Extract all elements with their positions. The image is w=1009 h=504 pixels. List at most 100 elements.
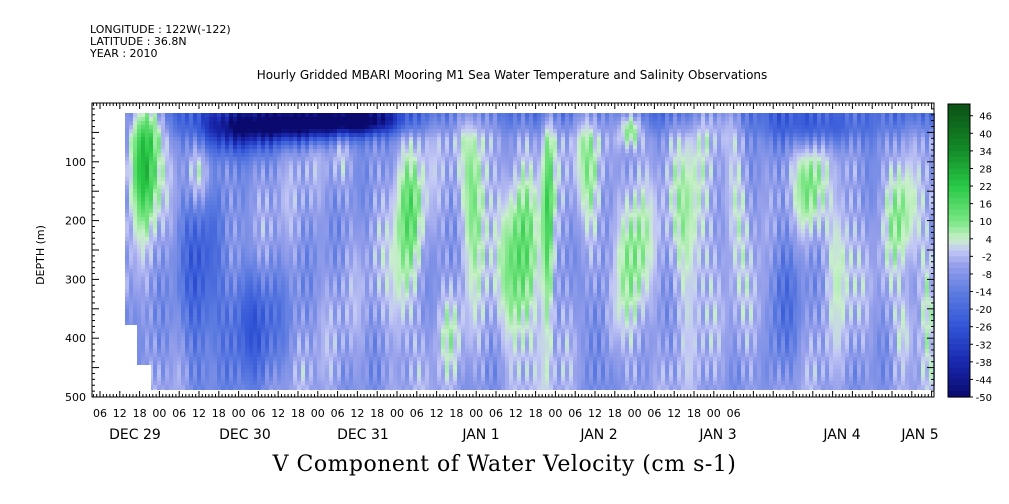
- heat-cell: [633, 197, 638, 202]
- heat-cell: [825, 137, 830, 142]
- heat-cell: [429, 149, 434, 154]
- heat-cell: [609, 157, 614, 162]
- heat-cell: [913, 197, 918, 202]
- heat-cell: [761, 113, 766, 118]
- heat-cell: [645, 113, 650, 118]
- heat-cell: [333, 133, 338, 138]
- heat-cell: [337, 129, 342, 134]
- heat-cell: [817, 185, 822, 190]
- heat-cell: [769, 137, 774, 142]
- heat-cell: [581, 113, 586, 118]
- heat-cell: [201, 141, 206, 146]
- heat-cell: [621, 185, 626, 190]
- heat-cell: [281, 141, 286, 146]
- heat-cell: [529, 197, 534, 202]
- heat-cell: [233, 165, 238, 170]
- heat-cell: [609, 173, 614, 178]
- heat-cell: [401, 201, 406, 206]
- heat-cell: [517, 129, 522, 134]
- heat-cell: [613, 201, 618, 206]
- heat-cell: [289, 113, 294, 118]
- heat-cell: [849, 189, 854, 194]
- heat-cell: [185, 117, 190, 122]
- heat-cell: [213, 137, 218, 142]
- heat-cell: [521, 185, 526, 190]
- heat-cell: [169, 169, 174, 174]
- heat-cell: [897, 141, 902, 146]
- heat-cell: [309, 197, 314, 202]
- heat-cell: [649, 165, 654, 170]
- heat-cell: [249, 165, 254, 170]
- heat-cell: [733, 201, 738, 206]
- heat-cell: [925, 121, 930, 126]
- heat-cell: [781, 205, 786, 210]
- heat-cell: [669, 165, 674, 170]
- heat-cell: [765, 133, 770, 138]
- heat-cell: [189, 113, 194, 118]
- heat-cell: [545, 177, 550, 182]
- heat-cell: [517, 141, 522, 146]
- heat-cell: [705, 137, 710, 142]
- heat-cell: [177, 137, 182, 142]
- heat-cell: [769, 201, 774, 206]
- heat-cell: [425, 161, 430, 166]
- heat-cell: [445, 129, 450, 134]
- heat-cell: [733, 125, 738, 130]
- heat-cell: [745, 197, 750, 202]
- heat-cell: [385, 185, 390, 190]
- heat-cell: [305, 145, 310, 150]
- heat-cell: [281, 125, 286, 130]
- heat-cell: [773, 173, 778, 178]
- heat-cell: [537, 177, 542, 182]
- heat-cell: [529, 161, 534, 166]
- heat-cell: [345, 173, 350, 178]
- heat-cell: [145, 157, 150, 162]
- heat-cell: [473, 125, 478, 130]
- heat-cell: [461, 137, 466, 142]
- heat-cell: [169, 185, 174, 190]
- heat-cell: [589, 165, 594, 170]
- heat-cell: [497, 161, 502, 166]
- heat-cell: [893, 197, 898, 202]
- heat-cell: [885, 153, 890, 158]
- heat-cell: [861, 117, 866, 122]
- heat-cell: [237, 157, 242, 162]
- heat-cell: [241, 153, 246, 158]
- heat-cell: [305, 193, 310, 198]
- heat-cell: [861, 161, 866, 166]
- heat-cell: [297, 129, 302, 134]
- heat-cell: [333, 117, 338, 122]
- heat-cell: [681, 205, 686, 210]
- heat-cell: [553, 165, 558, 170]
- heat-cell: [441, 141, 446, 146]
- heat-cell: [265, 185, 270, 190]
- heat-cell: [857, 125, 862, 130]
- heat-cell: [229, 201, 234, 206]
- heat-cell: [189, 173, 194, 178]
- heat-cell: [681, 165, 686, 170]
- heat-cell: [657, 137, 662, 142]
- heat-cell: [369, 205, 374, 210]
- heat-cell: [477, 197, 482, 202]
- heat-cell: [501, 125, 506, 130]
- heat-cell: [197, 117, 202, 122]
- heat-cell: [357, 125, 362, 130]
- heat-cell: [753, 133, 758, 138]
- heat-cell: [193, 197, 198, 202]
- heat-cell: [449, 193, 454, 198]
- heat-cell: [793, 173, 798, 178]
- heat-cell: [833, 205, 838, 210]
- heat-cell: [441, 121, 446, 126]
- heat-cell: [649, 133, 654, 138]
- heat-cell: [777, 113, 782, 118]
- heat-cell: [593, 209, 598, 214]
- heat-cell: [669, 133, 674, 138]
- heat-cell: [337, 201, 342, 206]
- heat-cell: [205, 197, 210, 202]
- heat-cell: [821, 133, 826, 138]
- heat-cell: [393, 173, 398, 178]
- heat-cell: [533, 209, 538, 214]
- heat-cell: [317, 209, 322, 214]
- heat-cell: [537, 153, 542, 158]
- heat-cell: [757, 173, 762, 178]
